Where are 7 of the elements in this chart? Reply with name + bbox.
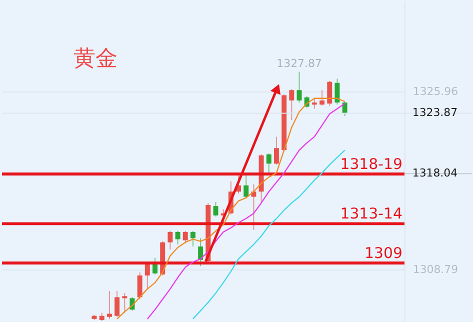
annotation: 1327.87 bbox=[276, 56, 322, 70]
ref-line-label: 1313-14 bbox=[340, 204, 402, 223]
ref-line-label: 1318.04 bbox=[412, 166, 458, 180]
ref-line-label: 1309 bbox=[364, 244, 402, 262]
ref-line-label: 1318-19 bbox=[340, 155, 402, 174]
ref-line-label: 1323.87 bbox=[412, 106, 458, 120]
text: 黄金 bbox=[74, 46, 118, 71]
